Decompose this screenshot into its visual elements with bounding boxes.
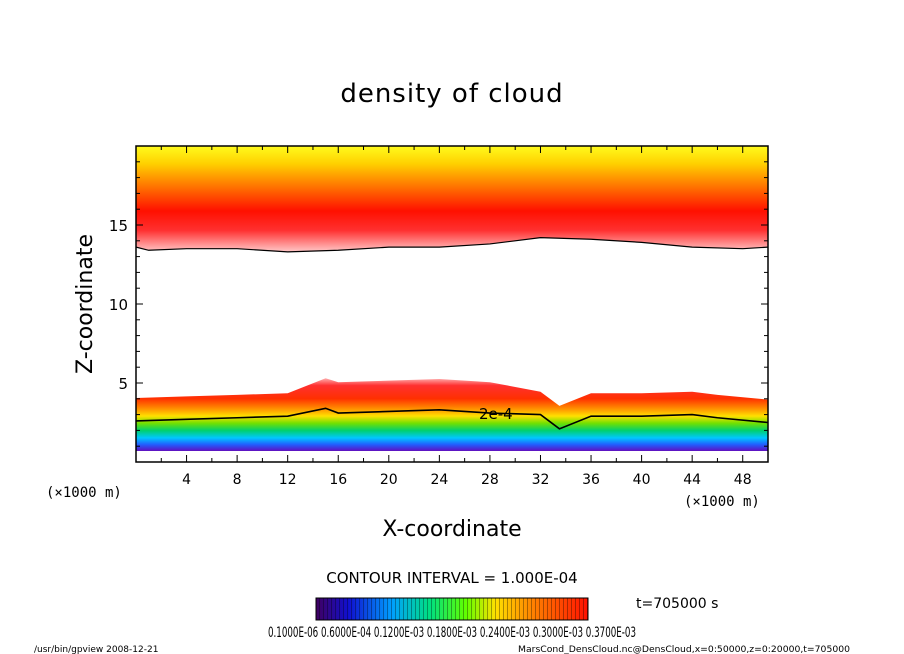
contour-line-2e-4 [136,407,768,430]
x-tick-label: 36 [582,472,600,488]
x-tick-label: 40 [633,472,651,488]
x-tick-label: 48 [734,472,752,488]
y-tick-label: 10 [109,296,128,314]
x-tick-label: 44 [683,472,701,488]
x-tick-label: 32 [532,472,550,488]
colorbar-labels: 0.1000E-06 0.6000E-04 0.1200E-03 0.1800E… [268,625,636,641]
colorbar-hatching [316,598,588,620]
y-tick-label: 15 [109,217,128,235]
time-label: t=705000 s [636,596,718,612]
footer-source: MarsCond_DensCloud.nc@DensCloud,x=0:5000… [518,645,850,654]
x-tick-label: 4 [182,472,191,488]
y-axis: 5 10 15 [109,161,768,447]
x-axis-unit: (×1000 m) [684,494,760,510]
x-tick-label: 8 [233,472,242,488]
y-axis-label: Z-coordinate [73,234,98,374]
x-tick-label: 28 [481,472,499,488]
x-tick-label: 24 [430,472,448,488]
contour-interval-label: CONTOUR INTERVAL = 1.000E-04 [326,569,577,587]
x-tick-label: 20 [380,472,398,488]
contour-label: 2e-4 [479,405,513,423]
plot-area [136,146,768,462]
x-tick-label: 16 [329,472,347,488]
lower-cloud-layer [136,378,768,451]
upper-cloud-layer [136,146,768,252]
colorbar-frame [315,597,589,621]
upper-cloud-boundary-contour [136,237,768,253]
x-axis-label: X-coordinate [382,517,521,542]
y-axis-unit: (×1000 m) [46,485,122,501]
x-axis: 4 8 12 16 20 24 28 32 36 40 44 48 [160,146,752,488]
chart-title: density of cloud [340,79,563,109]
footer-program: /usr/bin/gpview 2008-12-21 [34,645,158,654]
x-tick-label: 12 [279,472,297,488]
y-tick-label: 5 [118,375,128,393]
